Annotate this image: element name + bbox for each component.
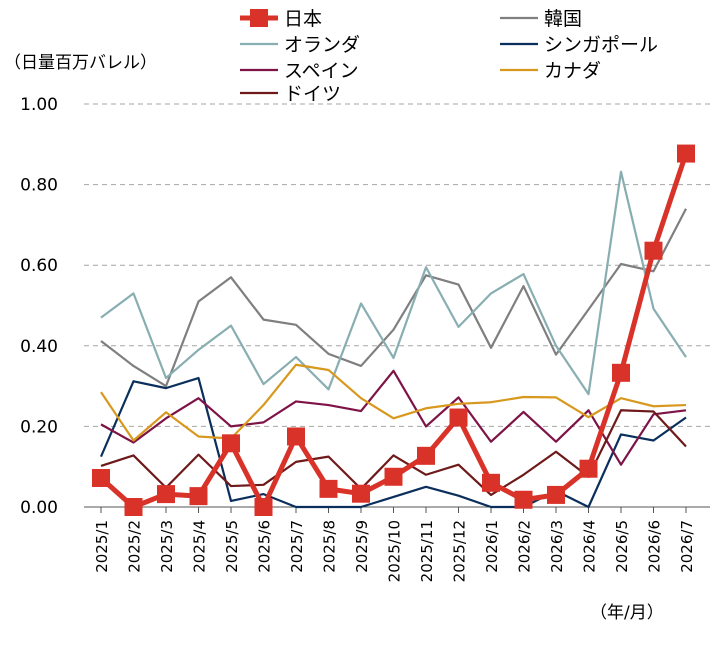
x-tick-label: 2025/2 bbox=[126, 520, 144, 573]
series-line bbox=[100, 170, 687, 396]
x-tick-label: 2026/3 bbox=[548, 520, 566, 573]
y-unit-label: （日量百万バレル） bbox=[4, 53, 157, 73]
data-point-marker bbox=[417, 446, 435, 465]
legend-marker bbox=[250, 9, 268, 27]
y-tick-label: 0.00 bbox=[20, 498, 58, 518]
x-tick-label: 2025/10 bbox=[386, 520, 404, 582]
data-point-marker bbox=[482, 473, 500, 492]
data-point-marker bbox=[352, 484, 370, 503]
data-point-marker bbox=[644, 241, 663, 260]
data-point-marker bbox=[319, 479, 338, 498]
data-point-marker bbox=[677, 144, 695, 163]
y-tick-label: 0.40 bbox=[20, 337, 58, 357]
series-3 bbox=[99, 376, 687, 509]
legend-entry: スペイン bbox=[240, 60, 359, 82]
data-point-marker bbox=[514, 490, 533, 509]
x-tick-labels: 2025/1 2025/2 2025/3 2025/4 2025/5 2025/6 2025… bbox=[93, 507, 696, 582]
legend-entry: シンガポール bbox=[500, 34, 658, 56]
x-tick-label: 2026/6 bbox=[646, 520, 664, 573]
data-point-marker bbox=[612, 363, 630, 382]
x-unit-label: （年/月） bbox=[590, 603, 664, 623]
legend-label: 韓国 bbox=[544, 8, 582, 30]
series-line bbox=[100, 363, 687, 442]
legend-label: シンガポール bbox=[544, 34, 658, 56]
legend-entry: オランダ bbox=[240, 34, 360, 56]
legend-entry: 韓国 bbox=[500, 8, 582, 30]
data-point-marker bbox=[449, 408, 468, 427]
data-point-marker bbox=[547, 485, 565, 504]
series-line bbox=[99, 376, 687, 509]
series-1 bbox=[100, 208, 687, 388]
x-tick-label: 2025/11 bbox=[418, 520, 436, 582]
data-point-marker bbox=[92, 468, 110, 487]
series-4 bbox=[100, 369, 687, 466]
legend-entry: カナダ bbox=[500, 60, 601, 82]
x-tick-label: 2026/2 bbox=[516, 520, 534, 573]
y-tick-label: 0.20 bbox=[20, 417, 58, 437]
legend-label: ドイツ bbox=[284, 83, 341, 105]
data-point-marker bbox=[189, 487, 208, 506]
y-tick-label: 1.00 bbox=[20, 95, 58, 115]
x-tick-label: 2025/12 bbox=[451, 520, 469, 582]
x-tick-label: 2025/6 bbox=[256, 520, 274, 573]
data-point-marker bbox=[579, 459, 598, 478]
data-point-marker bbox=[287, 427, 305, 446]
x-tick-label: 2026/5 bbox=[613, 520, 631, 573]
x-tick-label: 2025/1 bbox=[93, 520, 111, 573]
x-tick-label: 2026/1 bbox=[483, 520, 501, 573]
x-tick-label: 2025/7 bbox=[288, 520, 306, 573]
x-tick-label: 2026/7 bbox=[678, 520, 696, 573]
x-tick-label: 2025/3 bbox=[158, 520, 176, 573]
series-line bbox=[100, 369, 687, 466]
data-point-marker bbox=[222, 434, 240, 453]
y-tick-label: 0.60 bbox=[20, 256, 58, 276]
x-tick-label: 2025/8 bbox=[321, 520, 339, 573]
x-tick-label: 2025/4 bbox=[191, 520, 209, 573]
x-tick-label: 2025/5 bbox=[223, 520, 241, 573]
series-0 bbox=[92, 144, 695, 516]
legend-label: オランダ bbox=[284, 34, 360, 56]
series-lines bbox=[92, 144, 695, 516]
legend-label: 日本 bbox=[284, 8, 322, 30]
legend-entry: ドイツ bbox=[240, 83, 341, 105]
y-tick-labels: 0.00 0.20 0.40 0.60 0.80 1.00 bbox=[20, 95, 58, 518]
data-point-marker bbox=[124, 498, 143, 516]
y-tick-label: 0.80 bbox=[20, 176, 58, 196]
series-line bbox=[100, 208, 687, 388]
legend-label: カナダ bbox=[544, 60, 601, 82]
legend-label: スペイン bbox=[284, 60, 359, 82]
series-5 bbox=[100, 363, 687, 442]
data-point-marker bbox=[157, 485, 175, 504]
data-point-marker bbox=[254, 498, 273, 516]
legend-entry: 日本 bbox=[240, 8, 322, 30]
data-point-marker bbox=[384, 467, 403, 486]
x-tick-label: 2026/4 bbox=[581, 520, 599, 573]
gridlines bbox=[84, 103, 710, 508]
series-2 bbox=[100, 170, 687, 396]
x-tick-label: 2025/9 bbox=[353, 520, 371, 573]
